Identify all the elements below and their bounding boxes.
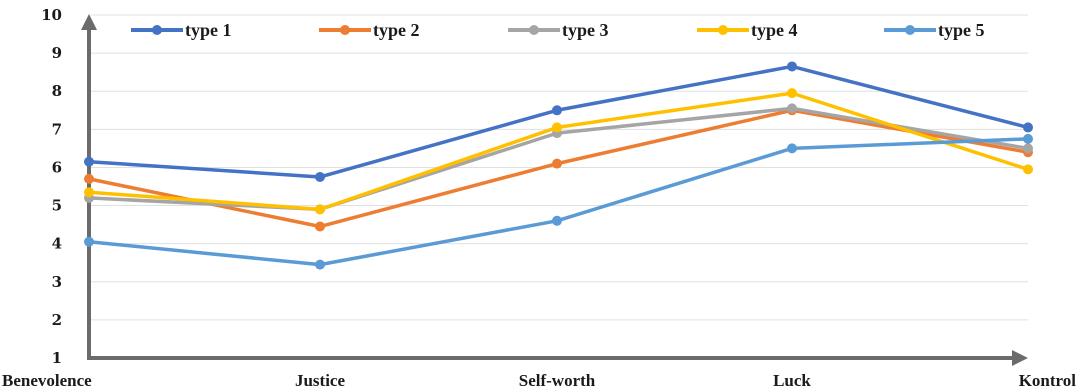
- y-tick-label: 1: [52, 349, 62, 367]
- data-point: [315, 259, 325, 270]
- data-point: [1023, 164, 1033, 175]
- y-tick-label: 7: [52, 120, 62, 138]
- data-point: [787, 61, 797, 72]
- data-point: [552, 122, 562, 133]
- series-1: [84, 61, 1033, 182]
- data-point: [552, 105, 562, 116]
- series-lines: [84, 61, 1033, 270]
- x-tick-label: Benevolence: [2, 371, 92, 390]
- legend-item: type 3: [508, 20, 609, 40]
- legend-item: type 4: [697, 20, 798, 40]
- x-tick-label: Luck: [773, 371, 811, 390]
- data-point: [84, 173, 94, 184]
- legend-item: type 5: [884, 20, 985, 40]
- legend-label: type 2: [373, 20, 420, 40]
- y-tick-label: 9: [52, 44, 62, 62]
- legend-label: type 4: [751, 20, 798, 40]
- legend-marker: [529, 25, 539, 35]
- data-point: [315, 171, 325, 182]
- data-point: [1023, 133, 1033, 144]
- legend-item: type 1: [131, 20, 232, 40]
- y-tick-label: 4: [52, 235, 62, 253]
- data-point: [552, 215, 562, 226]
- y-tick-labels: 1 2 3 4 5 6 7 8 9 10: [41, 6, 62, 367]
- legend-label: type 5: [938, 20, 985, 40]
- legend: type 1 type 2 type 3 type 4 type 5: [131, 20, 985, 40]
- y-tick-label: 3: [52, 273, 62, 291]
- data-point: [315, 221, 325, 232]
- data-point: [84, 156, 94, 167]
- legend-marker: [718, 25, 728, 35]
- data-point: [787, 103, 797, 114]
- data-point: [1023, 143, 1033, 154]
- y-tick-label: 8: [52, 82, 62, 100]
- y-tick-label: 5: [52, 197, 62, 215]
- x-tick-label: Justice: [295, 371, 346, 390]
- legend-marker: [152, 25, 162, 35]
- data-point: [552, 158, 562, 169]
- y-axis-arrow: [81, 14, 97, 30]
- series-4: [84, 88, 1033, 215]
- data-point: [84, 187, 94, 198]
- legend-marker: [340, 25, 350, 35]
- legend-label: type 1: [185, 20, 232, 40]
- y-tick-label: 6: [52, 158, 62, 176]
- x-tick-label: Self-worth: [519, 371, 596, 390]
- x-axis-arrow: [1012, 350, 1028, 366]
- axes: [81, 14, 1028, 366]
- series-5: [84, 133, 1033, 270]
- data-point: [787, 88, 797, 99]
- y-tick-label: 10: [41, 6, 62, 24]
- data-point: [84, 236, 94, 247]
- y-tick-label: 2: [52, 311, 62, 329]
- data-point: [315, 204, 325, 215]
- x-tick-label: Kontrol: [1019, 371, 1077, 390]
- legend-item: type 2: [319, 20, 420, 40]
- x-tick-labels: Benevolence Justice Self-worth Luck Kontrol: [2, 371, 1076, 390]
- data-point: [787, 143, 797, 154]
- legend-label: type 3: [562, 20, 609, 40]
- data-point: [1023, 122, 1033, 133]
- legend-marker: [905, 25, 915, 35]
